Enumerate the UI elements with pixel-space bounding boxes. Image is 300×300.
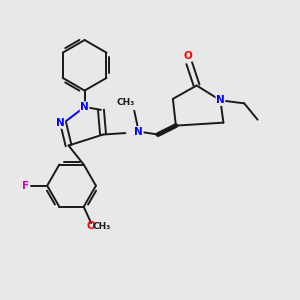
Text: N: N — [134, 127, 143, 136]
Text: CH₃: CH₃ — [92, 222, 111, 231]
Text: F: F — [22, 181, 29, 191]
Text: O: O — [183, 51, 192, 61]
Text: O: O — [87, 221, 95, 231]
Text: N: N — [56, 118, 64, 128]
Text: CH₃: CH₃ — [117, 98, 135, 107]
Text: N: N — [80, 102, 89, 112]
Text: N: N — [216, 95, 225, 105]
